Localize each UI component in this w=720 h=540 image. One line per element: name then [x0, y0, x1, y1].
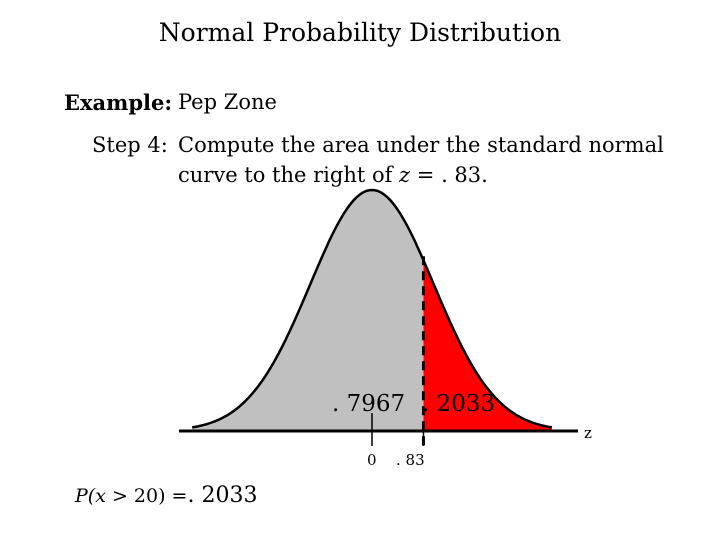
step-text-suffix: = . 83. — [410, 163, 488, 187]
left-area-region — [192, 190, 424, 431]
tick-zero-label: 0 — [367, 451, 377, 469]
probability-result: P(x > 20) =. 2033 — [75, 483, 257, 508]
example-value: Pep Zone — [178, 90, 277, 114]
slide-title: Normal Probability Distribution — [158, 18, 562, 47]
right-area-region — [423, 260, 552, 431]
normal-curve — [191, 188, 553, 429]
left-area-label: . 7967 — [332, 391, 405, 417]
result-p: P( — [75, 485, 96, 507]
tick-z-label: . 83 — [396, 451, 425, 469]
z-variable: z — [399, 163, 411, 187]
result-variable: x — [95, 485, 106, 507]
example-label: Example: — [64, 90, 173, 115]
step-text-line2: curve to the right of z = . 83. — [178, 163, 488, 187]
result-value: . 2033 — [187, 483, 258, 508]
axis-label: z — [584, 424, 592, 442]
result-middle: > 20) = — [105, 485, 188, 507]
step-label: Step 4: — [92, 133, 168, 157]
step-text-prefix: curve to the right of — [178, 163, 400, 187]
right-area-label: . 2033 — [422, 391, 495, 417]
step-text-line1: Compute the area under the standard norm… — [178, 133, 664, 157]
